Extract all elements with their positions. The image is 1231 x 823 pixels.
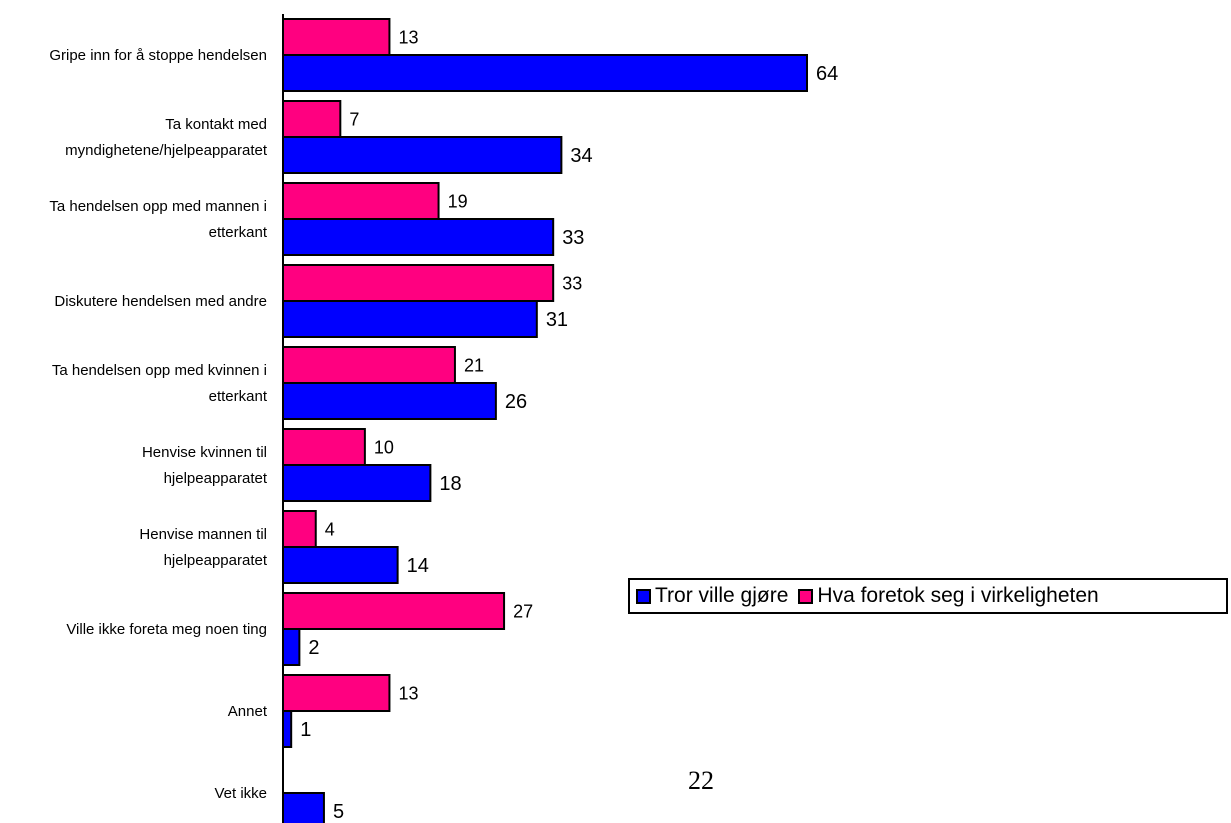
category-label-line: etterkant: [209, 388, 268, 405]
bar-tror-ville-gjore-6: [282, 546, 399, 584]
bar-tror-ville-gjore-0: [282, 54, 808, 92]
bar-hva-foretok-seg-7: [282, 592, 506, 630]
data-label-tror-ville-gjore-0: 64: [816, 63, 838, 85]
data-label-tror-ville-gjore-6: 14: [407, 555, 429, 577]
data-label-hva-foretok-seg-1: 7: [349, 109, 359, 129]
category-label-line: etterkant: [209, 224, 268, 241]
data-label-hva-foretok-seg-3: 33: [562, 273, 582, 293]
category-label-line: Diskutere hendelsen med andre: [54, 293, 267, 310]
data-label-hva-foretok-seg-4: 21: [464, 355, 484, 375]
bar-hva-foretok-seg-1: [282, 100, 342, 138]
category-label-line: Henvise mannen til: [139, 526, 267, 543]
bar-hva-foretok-seg-4: [282, 346, 456, 384]
category-label-line: hjelpeapparatet: [164, 552, 268, 569]
category-label-4: Ta hendelsen opp med kvinnen i etterkant: [52, 362, 268, 405]
data-label-hva-foretok-seg-8: 13: [398, 683, 418, 703]
data-label-tror-ville-gjore-1: 34: [570, 145, 592, 167]
category-label-line: Gripe inn for å stoppe hendelsen: [49, 47, 267, 64]
bar-hva-foretok-seg-0: [282, 18, 391, 56]
legend-item-series-a: Tror ville gjøre: [636, 584, 788, 608]
category-label-1: Ta kontakt med myndighetene/hjelpeapparat…: [65, 116, 268, 159]
data-label-hva-foretok-seg-6: 4: [325, 519, 335, 539]
category-label-line: Ta kontakt med: [165, 116, 267, 133]
category-label-0: Gripe inn for å stoppe hendelsen: [49, 47, 267, 64]
bar-hva-foretok-seg-8: [282, 674, 391, 712]
data-label-tror-ville-gjore-4: 26: [505, 391, 527, 413]
category-label-5: Henvise kvinnen til hjelpeapparatet: [142, 444, 268, 487]
category-label-line: Henvise kvinnen til: [142, 444, 267, 461]
category-label-7: Ville ikke foreta meg noen ting: [66, 621, 267, 638]
bar-tror-ville-gjore-1: [282, 136, 563, 174]
legend-label-series-b: Hva foretok seg i virkeligheten: [817, 584, 1099, 607]
bar-hva-foretok-seg-3: [282, 264, 555, 302]
data-label-hva-foretok-seg-7: 27: [513, 601, 533, 621]
bar-hva-foretok-seg-5: [282, 428, 366, 466]
bar-hva-foretok-seg-6: [282, 510, 317, 548]
category-label-2: Ta hendelsen opp med mannen i etterkant: [49, 198, 267, 241]
bar-tror-ville-gjore-8: [282, 710, 293, 748]
bar-tror-ville-gjore-4: [282, 382, 497, 420]
bars-group: 13 64 7 34 19 33 33 31 21 26 10 18 4 14 27 2 13 1 5: [282, 18, 838, 823]
data-label-hva-foretok-seg-2: 19: [448, 191, 468, 211]
bar-tror-ville-gjore-3: [282, 300, 538, 338]
category-label-line: myndighetene/hjelpeapparatet: [65, 142, 268, 159]
category-label-line: Ta hendelsen opp med mannen i: [49, 198, 267, 215]
legend-item-series-b: Hva foretok seg i virkeligheten: [798, 584, 1099, 608]
category-label-3: Diskutere hendelsen med andre: [54, 293, 267, 310]
legend: Tror ville gjøre Hva foretok seg i virke…: [628, 578, 1228, 614]
category-label-9: Vet ikke: [214, 785, 267, 802]
legend-swatch-series-b: [798, 588, 814, 604]
page-number: 22: [688, 766, 714, 795]
category-label-8: Annet: [228, 703, 268, 720]
category-label-6: Henvise mannen til hjelpeapparatet: [139, 526, 267, 569]
bar-hva-foretok-seg-2: [282, 182, 440, 220]
category-label-line: Ta hendelsen opp med kvinnen i: [52, 362, 267, 379]
category-label-line: Vet ikke: [214, 785, 267, 802]
bar-tror-ville-gjore-9: [282, 792, 325, 823]
data-label-tror-ville-gjore-2: 33: [562, 227, 584, 249]
data-label-hva-foretok-seg-0: 13: [398, 27, 418, 47]
category-label-line: Annet: [228, 703, 268, 720]
data-label-tror-ville-gjore-8: 1: [300, 719, 311, 741]
legend-label-series-a: Tror ville gjøre: [655, 584, 789, 607]
category-label-line: Ville ikke foreta meg noen ting: [66, 621, 267, 638]
bar-tror-ville-gjore-7: [282, 628, 301, 666]
data-label-tror-ville-gjore-9: 5: [333, 801, 344, 823]
data-label-tror-ville-gjore-7: 2: [308, 637, 319, 659]
data-label-tror-ville-gjore-3: 31: [546, 309, 568, 331]
legend-swatch-series-a: [636, 588, 651, 604]
bar-tror-ville-gjore-5: [282, 464, 432, 502]
bar-tror-ville-gjore-2: [282, 218, 555, 256]
category-labels-group: Gripe inn for å stoppe hendelsen Ta konta…: [49, 47, 267, 802]
category-label-line: hjelpeapparatet: [164, 470, 268, 487]
data-label-tror-ville-gjore-5: 18: [439, 473, 461, 495]
data-label-hva-foretok-seg-5: 10: [374, 437, 394, 457]
